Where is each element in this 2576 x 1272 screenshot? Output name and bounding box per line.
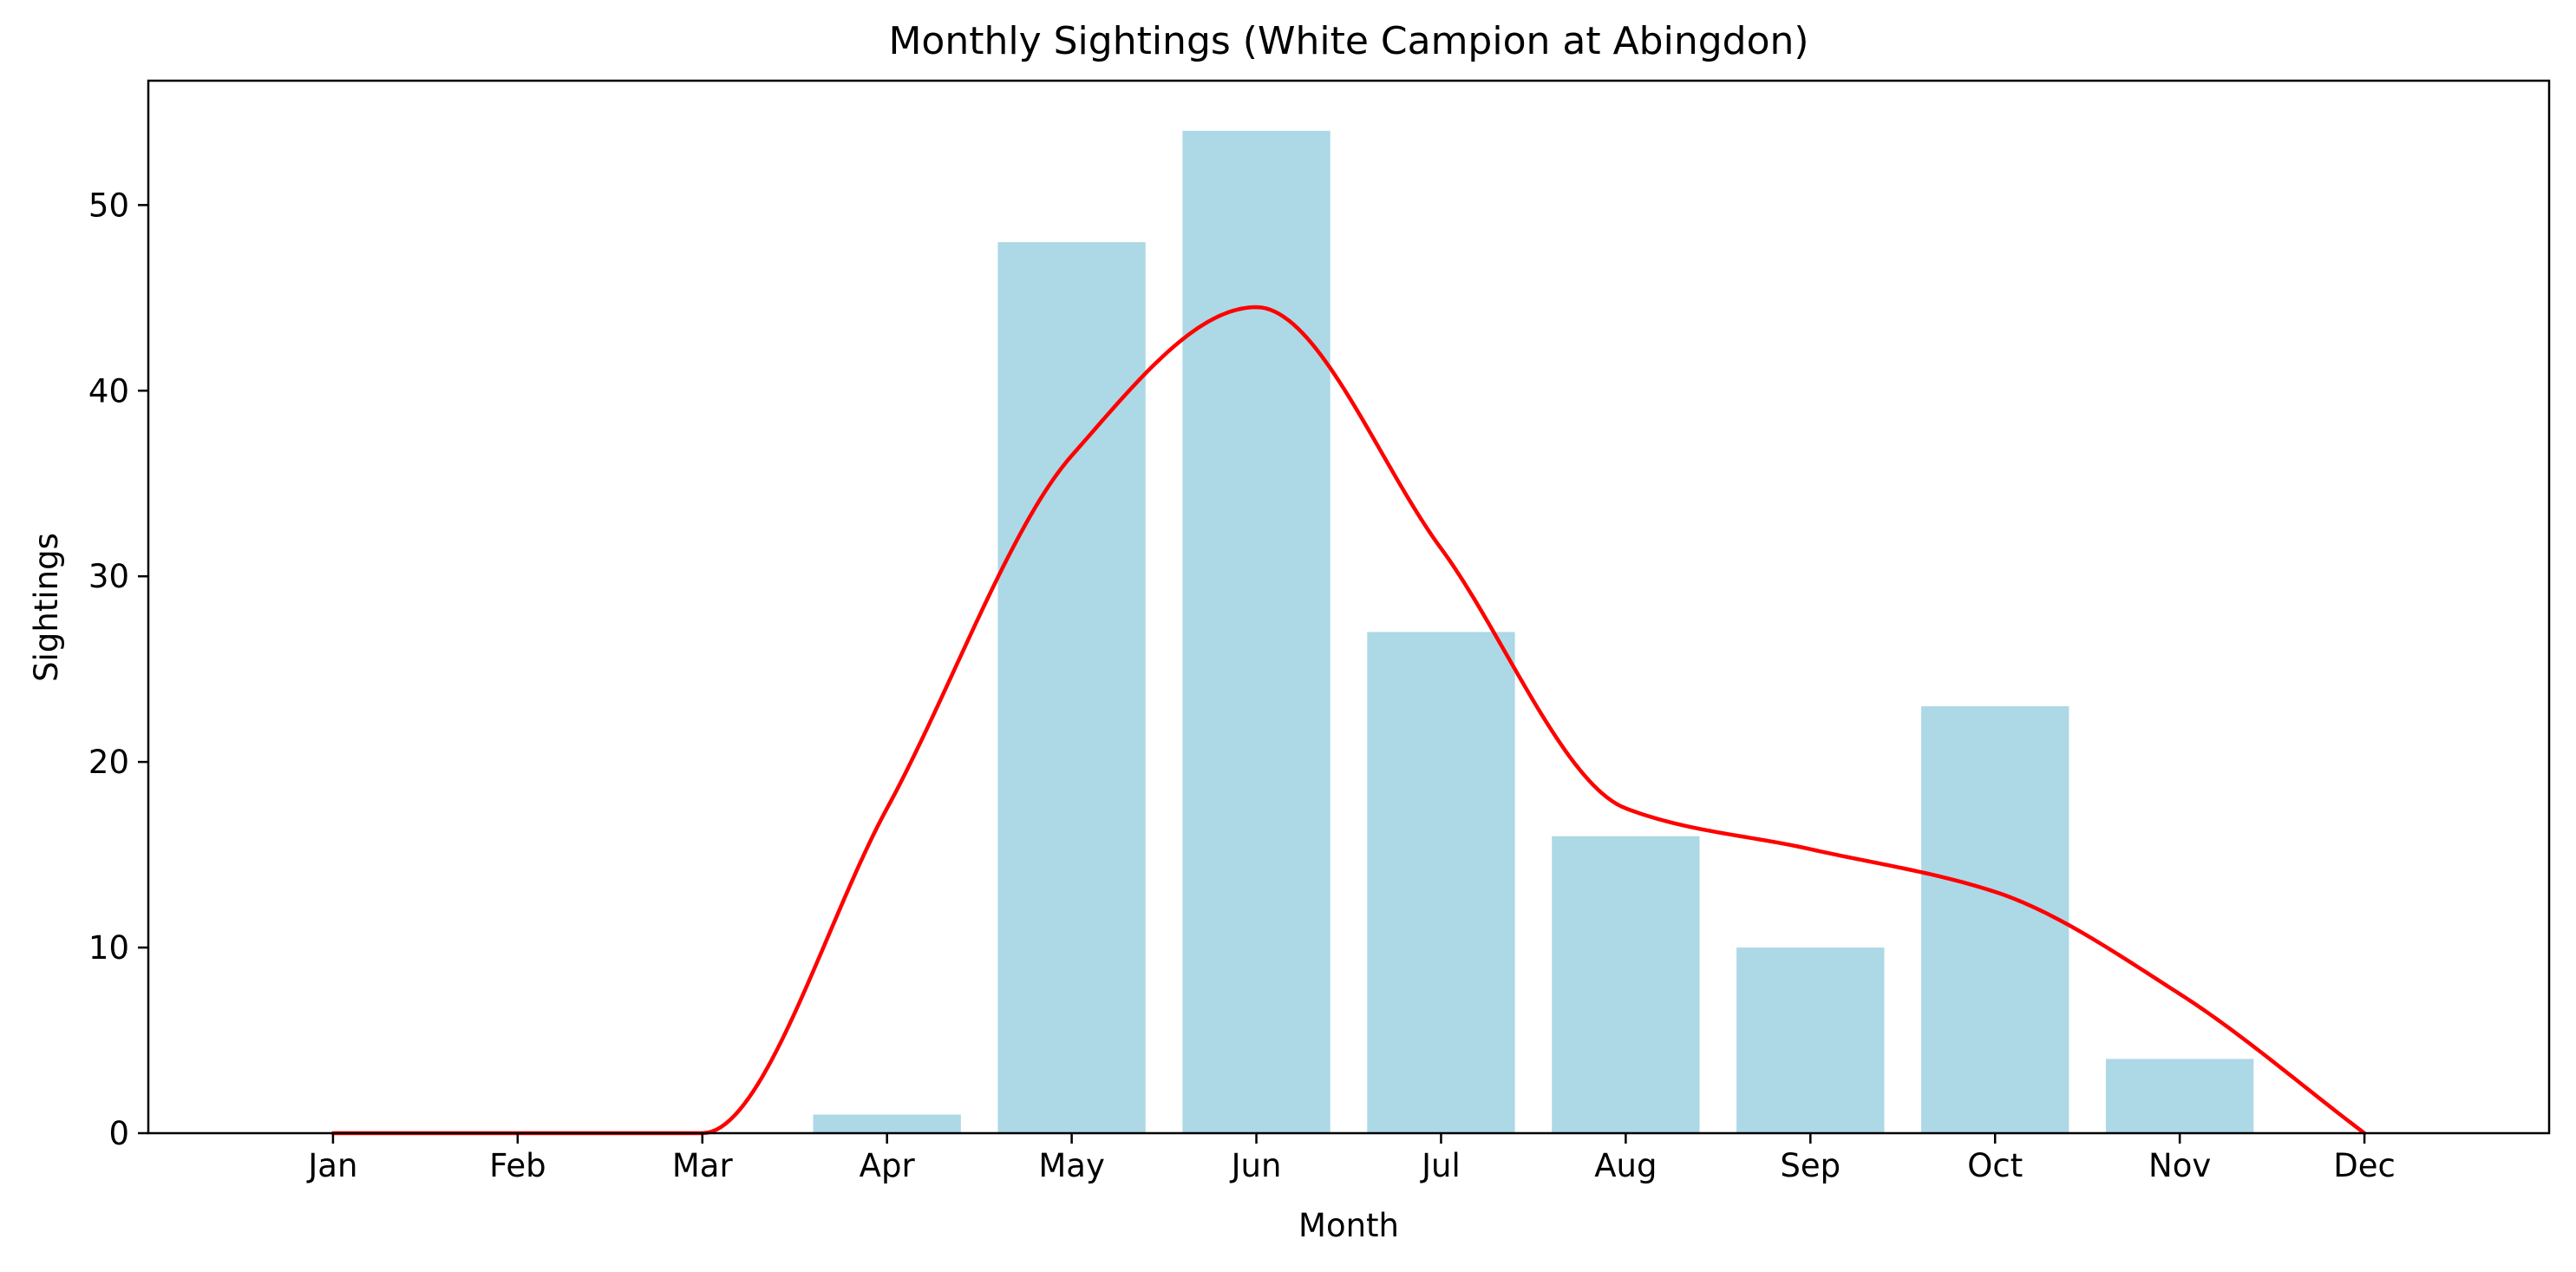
x-tick-label: Aug: [1594, 1147, 1657, 1184]
y-tick-label: 30: [88, 558, 129, 595]
x-tick-label: Jul: [1420, 1147, 1461, 1184]
bar-oct: [1921, 705, 2069, 1133]
x-tick-label: Sep: [1780, 1147, 1840, 1184]
y-axis-ticks: 0 10 20 30 40 50: [88, 187, 148, 1152]
x-tick-label: Jun: [1230, 1147, 1282, 1184]
x-tick-label: Apr: [860, 1147, 916, 1184]
y-tick-label: 10: [88, 929, 129, 967]
bar-series: [813, 130, 2254, 1133]
x-tick-label: Nov: [2148, 1147, 2211, 1184]
y-tick-label: 40: [88, 372, 129, 410]
bar-jun: [1182, 130, 1330, 1133]
x-tick-label: Oct: [1967, 1147, 2023, 1184]
x-axis-ticks: Jan Feb Mar Apr May Jun Jul Aug Sep Oct Nov Dec: [306, 1133, 2396, 1184]
bar-may: [997, 242, 1146, 1133]
bar-aug: [1552, 836, 1700, 1133]
bar-apr: [813, 1114, 961, 1133]
x-tick-label: May: [1038, 1147, 1105, 1184]
bar-sep: [1736, 947, 1885, 1133]
bar-nov: [2105, 1059, 2254, 1133]
y-axis-label: Sightings: [28, 533, 65, 682]
y-tick-label: 50: [88, 187, 129, 224]
x-tick-label: Mar: [672, 1147, 734, 1184]
bar-jul: [1367, 632, 1515, 1133]
chart-title: Monthly Sightings (White Campion at Abin…: [888, 19, 1808, 63]
x-tick-label: Jan: [306, 1147, 357, 1184]
x-tick-label: Feb: [489, 1147, 546, 1184]
x-tick-label: Dec: [2333, 1147, 2396, 1184]
y-tick-label: 20: [88, 744, 129, 781]
y-tick-label: 0: [108, 1115, 129, 1152]
x-axis-label: Month: [1298, 1207, 1399, 1244]
plot-frame: [147, 79, 2551, 1135]
